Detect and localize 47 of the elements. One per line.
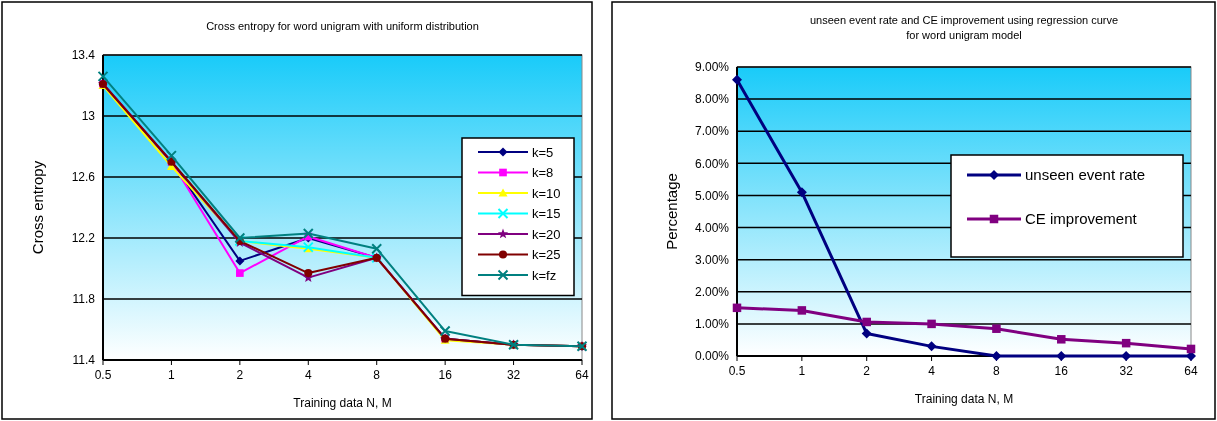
x-axis-title: Training data N, M: [293, 396, 392, 410]
y-tick-label: 13: [81, 109, 96, 124]
x-tick-label: 8: [373, 368, 381, 382]
x-tick-label: 2: [863, 364, 871, 378]
y-tick-label: 0.00%: [694, 349, 730, 364]
x-axis-title: Training data N, M: [914, 392, 1014, 406]
chart-title: unseen event rate and CE improvement using regression curve for word unigram model: [809, 14, 1119, 41]
y-tick-label: 11.8: [72, 292, 96, 307]
x-tick-label: 32: [506, 368, 521, 382]
x-tick-label: 8: [993, 364, 1001, 378]
chart-title: Cross entropy for word unigram with uniform distribution: [206, 20, 479, 32]
x-tick-label: 0.5: [94, 368, 112, 382]
x-tick-label: 4: [304, 368, 312, 382]
x-tick-label: 16: [1054, 364, 1069, 378]
y-tick-label: 4.00%: [694, 220, 730, 235]
x-tick-label: 4: [928, 364, 936, 378]
legend-label: k=8: [532, 165, 554, 181]
x-tick-label: 64: [575, 368, 589, 382]
legend-label: CE improvement: [1025, 210, 1138, 228]
x-tick-label: 16: [438, 368, 453, 382]
y-tick-label: 5.00%: [694, 188, 730, 203]
legend-label: k=15: [532, 206, 561, 222]
y-axis-title: Percentage: [663, 173, 680, 250]
y-tick-label: 12.6: [71, 170, 96, 185]
x-tick-label: 1: [798, 364, 806, 378]
y-tick-label: 12.2: [71, 231, 96, 246]
x-tick-label: 0.5: [728, 364, 746, 378]
legend-label: k=25: [532, 247, 561, 263]
y-tick-label: 13.4: [71, 48, 96, 63]
y-tick-label: 11.4: [72, 353, 96, 368]
y-tick-label: 3.00%: [694, 252, 730, 267]
y-tick-label: 1.00%: [694, 317, 730, 332]
y-tick-label: 2.00%: [694, 284, 730, 299]
legend-label: k=10: [532, 185, 561, 201]
legend-label: k=fz: [532, 267, 557, 283]
y-axis-title: Cross entropy: [29, 160, 46, 255]
y-tick-label: 7.00%: [694, 124, 730, 139]
y-tick-label: 8.00%: [694, 92, 730, 107]
x-tick-label: 32: [1119, 364, 1134, 378]
legend-label: k=20: [532, 226, 561, 242]
y-tick-label: 6.00%: [694, 156, 730, 171]
legend-label: unseen event rate: [1025, 166, 1146, 184]
x-tick-label: 64: [1184, 364, 1198, 378]
x-tick-label: 1: [168, 368, 176, 382]
y-tick-label: 9.00%: [694, 60, 730, 75]
legend-label: k=5: [532, 144, 554, 160]
x-tick-label: 2: [236, 368, 244, 382]
